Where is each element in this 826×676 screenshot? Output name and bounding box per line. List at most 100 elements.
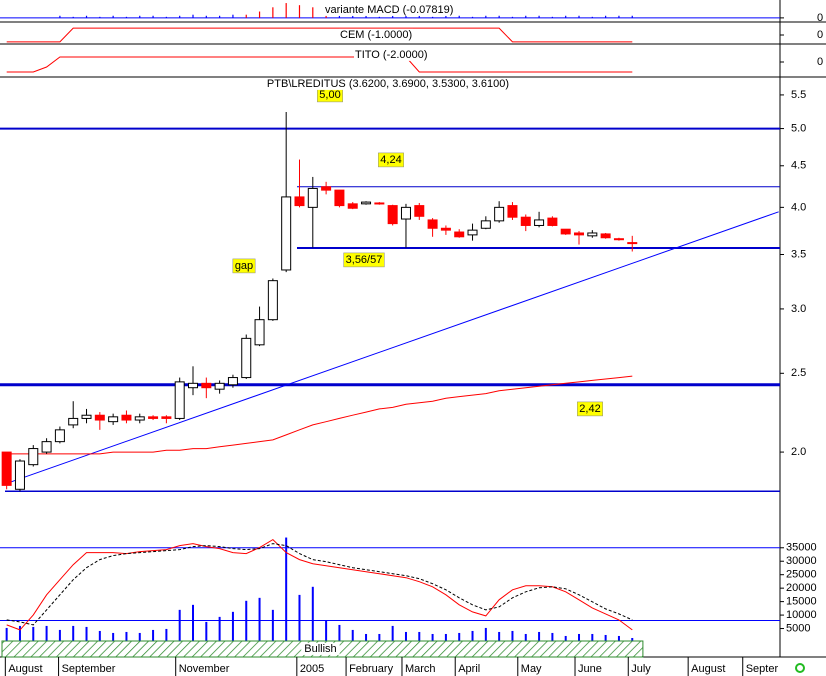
bar (245, 14, 247, 18)
bar (498, 631, 501, 642)
indicator-line (6, 56, 633, 73)
panel-title: PTB\LREDITUS (3.6200, 3.6900, 3.5300, 3.… (267, 78, 509, 90)
bar (564, 635, 567, 642)
candle-body (321, 186, 332, 191)
candle-body (400, 206, 411, 220)
bar (618, 15, 620, 18)
x-tick-label: February (349, 663, 394, 675)
candle-body (361, 201, 372, 205)
panel-title-bg (324, 3, 455, 16)
candle-body (148, 416, 159, 419)
x-tick-label: September (62, 663, 116, 675)
x-tick-label: November (179, 663, 230, 675)
bar (617, 635, 620, 642)
annotation: gap (235, 260, 253, 272)
bar (312, 7, 314, 18)
bar (471, 16, 474, 18)
bar (311, 586, 314, 642)
bar (365, 15, 367, 18)
bar (604, 634, 607, 642)
level-label: 5,00 (319, 89, 340, 101)
bar (378, 633, 381, 642)
moving-average (6, 375, 633, 455)
candle-body (81, 414, 92, 419)
x-tick-label: August (691, 663, 725, 675)
y-tick-label: 5000 (786, 622, 810, 634)
panel-title: TITO (-2.0000) (355, 49, 428, 61)
candle-body (267, 280, 278, 321)
bar (392, 15, 394, 18)
candle-body (387, 205, 398, 225)
bar (98, 630, 101, 642)
bar (338, 15, 341, 18)
bar (152, 15, 154, 18)
bar (591, 16, 593, 18)
status-icon (795, 663, 805, 673)
candle-body (613, 238, 624, 241)
bar (591, 633, 594, 642)
panel-title-bg (354, 48, 429, 61)
bar (551, 632, 554, 642)
bar (458, 632, 461, 642)
candle-body (41, 441, 52, 453)
candle-body (334, 189, 345, 207)
candle-body (440, 227, 451, 231)
candle-body (574, 232, 585, 236)
bar (32, 626, 35, 642)
panel-title: CEM (-1.0000) (340, 29, 412, 41)
x-tick-label: August (8, 663, 42, 675)
bar (538, 631, 541, 642)
bar (431, 16, 434, 18)
candle-body (307, 187, 318, 208)
bar (511, 16, 514, 18)
bar (205, 621, 208, 642)
candle-body (68, 417, 79, 426)
bar (498, 15, 500, 18)
x-tick-label: March (405, 663, 436, 675)
y-tick-label: 0 (817, 29, 823, 41)
bar (218, 616, 221, 642)
bar (378, 16, 380, 18)
candle-body (600, 233, 611, 239)
bar (205, 15, 207, 18)
annotation-box (232, 258, 256, 274)
bar (152, 629, 155, 642)
bar (258, 11, 261, 18)
candle-body (547, 217, 558, 226)
bar (605, 15, 607, 18)
panel-title-bg (265, 77, 511, 90)
bar (18, 625, 21, 642)
bar (431, 633, 434, 642)
bar (418, 631, 421, 642)
bar (245, 600, 248, 642)
level-label: 2,42 (579, 403, 600, 415)
y-tick-label: 30000 (786, 555, 817, 567)
y-tick-label: 25000 (786, 569, 817, 581)
candle-body (467, 229, 478, 236)
bar (45, 625, 48, 642)
bar (139, 15, 141, 18)
candle-body (188, 382, 199, 389)
candle-body (534, 219, 545, 226)
bar (338, 624, 341, 642)
panel-title-bg (339, 28, 414, 41)
bar (112, 632, 115, 642)
candle-body (174, 381, 185, 419)
bar (484, 627, 487, 642)
bar (192, 604, 195, 642)
oscillator-line (6, 543, 633, 626)
bar (165, 628, 168, 642)
y-tick-label: 5.5 (791, 89, 806, 101)
level-label-group: 2,42 (577, 401, 603, 417)
bar (298, 5, 301, 18)
y-tick-label: 5.0 (791, 122, 806, 134)
bar (125, 631, 128, 642)
candle-body (294, 196, 305, 207)
bar (418, 15, 420, 18)
bar (405, 15, 407, 18)
signal-band-label-box (301, 642, 340, 655)
candle-body (94, 414, 105, 421)
bar (138, 632, 141, 642)
bar (365, 633, 368, 642)
bar (578, 15, 580, 18)
